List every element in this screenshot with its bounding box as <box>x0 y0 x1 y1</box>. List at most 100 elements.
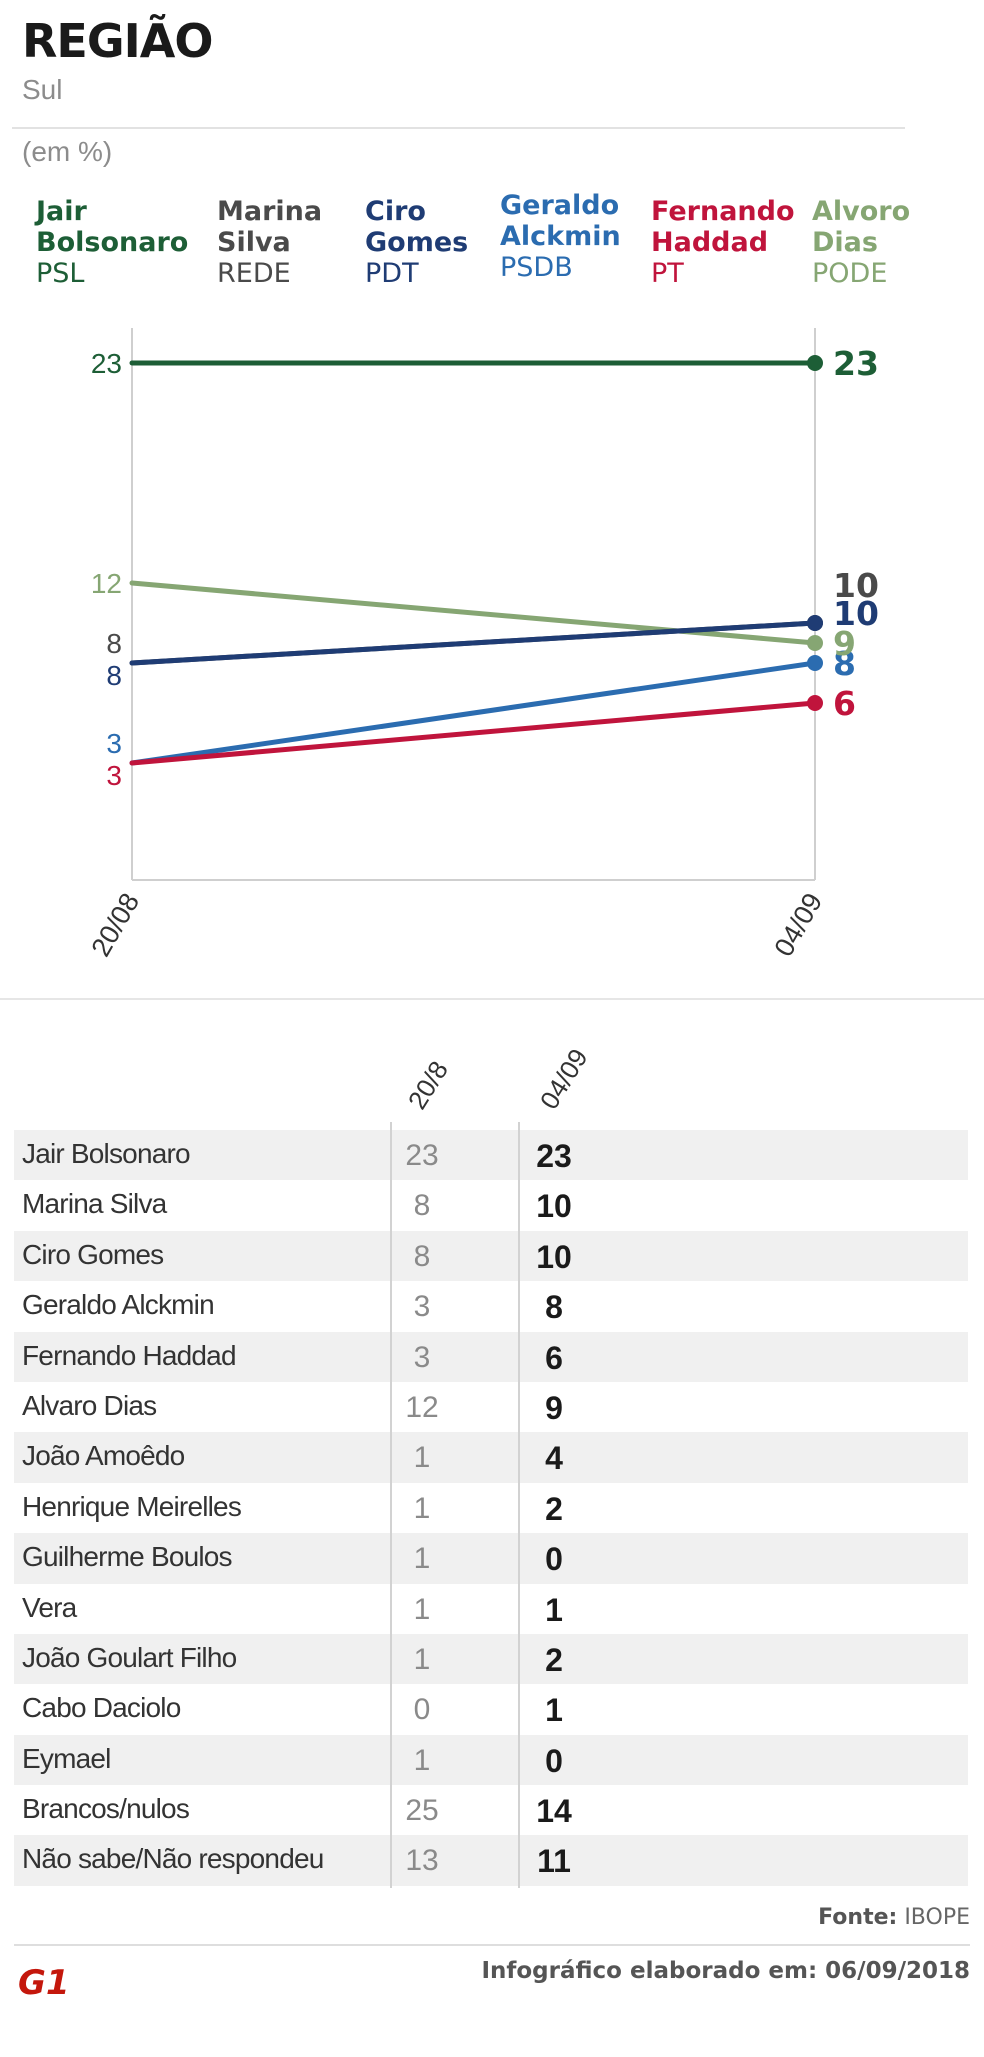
value-04-09-cell: 10 <box>536 1238 572 1275</box>
source-value: IBOPE <box>904 1905 970 1930</box>
table-row: João Amoêdo 1 4 <box>14 1432 968 1483</box>
value-04-09-cell: 23 <box>536 1138 572 1174</box>
source-label: Fonte: <box>818 1905 898 1930</box>
end-value-label: 9 <box>833 624 856 663</box>
candidate-name-cell: Alvaro Dias <box>22 1389 157 1421</box>
candidate-name-cell: Brancos/nulos <box>22 1793 190 1825</box>
table-row: Marina Silva 8 10 <box>14 1180 968 1230</box>
value-20-8-cell: 0 <box>413 1693 431 1727</box>
legend-party: PT <box>651 258 684 289</box>
candidate-name-cell: Guilherme Boulos <box>22 1541 233 1573</box>
value-04-09-cell: 6 <box>545 1339 563 1376</box>
end-point <box>807 635 823 651</box>
table-row: Guilherme Boulos 1 0 <box>14 1533 968 1584</box>
value-20-8-cell: 3 <box>413 1290 431 1324</box>
table-row: Não sabe/Não respondeu 13 11 <box>14 1835 968 1886</box>
value-04-09-cell: 0 <box>545 1742 563 1779</box>
legend-item: Fernando Haddad PT <box>651 196 795 289</box>
value-20-8-cell: 25 <box>405 1794 439 1828</box>
candidate-name-cell: Eymael <box>22 1742 111 1774</box>
value-04-09-cell: 1 <box>545 1692 563 1729</box>
start-value-label: 3 <box>106 728 122 759</box>
value-04-09-cell: 11 <box>537 1843 571 1880</box>
legend-candidate-name: Marina Silva <box>217 196 323 258</box>
table-row: Henrique Meirelles 1 2 <box>14 1483 968 1533</box>
candidate-name-cell: Cabo Daciolo <box>22 1692 181 1724</box>
end-value-label: 10 <box>833 594 879 633</box>
legend-party: PSDB <box>500 252 573 283</box>
value-20-8-cell: 1 <box>413 1542 431 1576</box>
value-20-8-cell: 1 <box>413 1491 431 1525</box>
table-row: Cabo Daciolo 0 1 <box>14 1684 968 1734</box>
legend-item: Ciro Gomes PDT <box>365 196 468 289</box>
candidate-name-cell: Jair Bolsonaro <box>22 1138 191 1169</box>
value-20-8-cell: 1 <box>413 1642 431 1676</box>
candidate-name-cell: Não sabe/Não respondeu <box>22 1843 324 1875</box>
start-value-label: 12 <box>91 568 122 599</box>
x-tick-label: 04/09 <box>768 888 828 962</box>
value-04-09-cell: 9 <box>545 1389 563 1426</box>
legend-candidate-name: Alvoro Dias <box>812 196 911 258</box>
legend-party: PSL <box>36 258 85 289</box>
end-value-label: 8 <box>833 644 856 683</box>
end-point <box>807 695 823 711</box>
value-04-09-cell: 14 <box>536 1793 572 1830</box>
legend-candidate-name: Jair Bolsonaro <box>36 196 189 258</box>
divider <box>12 127 905 129</box>
credit-note: Infográfico elaborado em: 06/09/2018 <box>481 1958 970 1984</box>
legend-candidate-name: Geraldo Alckmin <box>500 190 621 252</box>
svg-text:G1: G1 <box>18 1963 70 2000</box>
divider <box>14 1944 970 1946</box>
legend-candidate-name: Fernando Haddad <box>651 196 795 258</box>
table-col-header-04-09: 04/09 <box>533 1043 594 1115</box>
table-row: Geraldo Alckmin 3 8 <box>14 1281 968 1331</box>
start-value-label: 3 <box>106 760 122 791</box>
legend-party: PDT <box>365 258 419 289</box>
value-04-09-cell: 0 <box>545 1541 563 1578</box>
value-20-8-cell: 23 <box>405 1139 439 1172</box>
value-20-8-cell: 13 <box>405 1844 439 1878</box>
table-row: Vera 1 1 <box>14 1584 968 1634</box>
candidate-name-cell: Fernando Haddad <box>22 1339 237 1371</box>
table-column-divider <box>390 1122 392 1888</box>
candidate-name-cell: João Amoêdo <box>22 1440 185 1472</box>
x-tick-label: 20/08 <box>85 888 145 962</box>
end-point <box>807 615 823 631</box>
value-04-09-cell: 10 <box>536 1188 572 1225</box>
value-04-09-cell: 1 <box>545 1591 563 1628</box>
table-row: Ciro Gomes 8 10 <box>14 1230 968 1282</box>
legend-item: Geraldo Alckmin PSDB <box>500 190 621 283</box>
end-point <box>807 355 823 371</box>
value-20-8-cell: 1 <box>413 1441 431 1475</box>
table-row: Alvaro Dias 12 9 <box>14 1382 968 1432</box>
unit-label: (em %) <box>22 136 113 167</box>
start-value-label: 23 <box>91 348 122 379</box>
value-20-8-cell: 3 <box>413 1340 431 1374</box>
legend-candidate-name: Ciro Gomes <box>365 196 469 258</box>
end-value-label: 23 <box>833 344 879 383</box>
end-value-label: 6 <box>833 684 856 723</box>
legend-item: Alvoro Dias PODE <box>812 196 910 289</box>
start-value-label: 8 <box>106 660 122 691</box>
legend-party: PODE <box>812 258 888 289</box>
table-row: Eymael 1 0 <box>14 1734 968 1786</box>
candidate-name-cell: Ciro Gomes <box>22 1238 164 1270</box>
value-20-8-cell: 1 <box>413 1592 431 1626</box>
value-04-09-cell: 8 <box>545 1289 563 1326</box>
table-row: Brancos/nulos 25 14 <box>14 1785 968 1835</box>
end-value-label: 10 <box>833 566 879 605</box>
series-line <box>129 660 818 766</box>
legend-party: REDE <box>217 258 291 289</box>
value-20-8-cell: 8 <box>413 1189 431 1223</box>
candidate-name-cell: João Goulart Filho <box>22 1641 237 1673</box>
table-row: Jair Bolsonaro 23 23 <box>14 1130 968 1181</box>
end-point <box>807 655 823 671</box>
table-row: João Goulart Filho 1 2 <box>14 1633 968 1685</box>
results-table: Jair Bolsonaro 23 23 Marina Silva 8 10 Ciro Go… <box>14 1130 968 1886</box>
value-04-09-cell: 4 <box>545 1440 563 1477</box>
value-20-8-cell: 1 <box>413 1743 431 1777</box>
series-line <box>129 700 818 766</box>
table-column-divider <box>518 1122 520 1888</box>
series-line <box>129 580 818 646</box>
